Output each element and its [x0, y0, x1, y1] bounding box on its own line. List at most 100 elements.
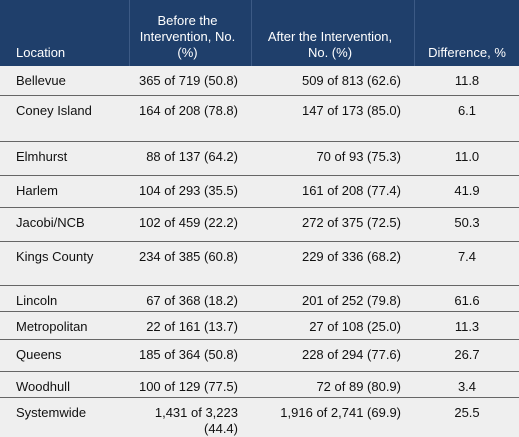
table-cell: Coney Island: [0, 96, 130, 141]
value: 201 of 252 (79.8): [301, 293, 401, 308]
header-row: Location Before the Intervention, No. (%)…: [0, 0, 519, 66]
location: Jacobi/NCB: [16, 215, 85, 230]
table-cell: 164 of 208 (78.8): [130, 96, 252, 141]
table-cell: 509 of 813 (62.6): [252, 66, 415, 95]
table-row: Systemwide 1,431 of 3,223 (44.4) 1,916 of …: [0, 398, 519, 436]
value: 1,916 of 2,741 (69.9): [280, 405, 401, 420]
value: 185 of 364 (50.8): [138, 347, 238, 362]
table-cell: 50.3: [415, 208, 519, 241]
table-cell: 228 of 294 (77.6): [252, 340, 415, 371]
table-cell: 11.8: [415, 66, 519, 95]
value: 25.5: [454, 405, 480, 420]
value: 102 of 459 (22.2): [138, 215, 238, 230]
table-cell: 88 of 137 (64.2): [130, 142, 252, 175]
value: 11.3: [454, 319, 480, 334]
table-cell: 147 of 173 (85.0): [252, 96, 415, 141]
table-cell: Woodhull: [0, 372, 130, 397]
table-row: Bellevue 365 of 719 (50.8) 509 of 813 (62.…: [0, 66, 519, 96]
table-row: Metropolitan 22 of 161 (13.7) 27 of 108 (2…: [0, 312, 519, 340]
header-text: After the Intervention, No. (%): [267, 29, 393, 60]
location: Bellevue: [16, 73, 66, 88]
table-cell: 27 of 108 (25.0): [252, 312, 415, 339]
location: Kings County: [16, 249, 94, 264]
header-text: Location: [16, 45, 66, 60]
table-cell: Elmhurst: [0, 142, 130, 175]
table-row: Kings County 234 of 385 (60.8) 229 of 336 …: [0, 242, 519, 286]
table-cell: Harlem: [0, 176, 130, 207]
table-cell: 161 of 208 (77.4): [252, 176, 415, 207]
table-cell: Kings County: [0, 242, 130, 285]
table-cell: 25.5: [415, 398, 519, 431]
table-cell: 26.7: [415, 340, 519, 371]
header-text: Before the Intervention, No. (%): [139, 13, 236, 60]
header-cell: Before the Intervention, No. (%): [130, 0, 252, 66]
table-row: Harlem 104 of 293 (35.5) 161 of 208 (77.4)…: [0, 176, 519, 208]
value: 234 of 385 (60.8): [138, 249, 238, 264]
table-cell: 11.0: [415, 142, 519, 175]
value: 67 of 368 (18.2): [146, 293, 238, 308]
table-cell: 272 of 375 (72.5): [252, 208, 415, 241]
value: 100 of 129 (77.5): [138, 379, 238, 394]
table-cell: 11.3: [415, 312, 519, 339]
table-row: Jacobi/NCB 102 of 459 (22.2) 272 of 375 (7…: [0, 208, 519, 242]
location: Woodhull: [16, 379, 70, 394]
value: 161 of 208 (77.4): [301, 183, 401, 198]
value: 228 of 294 (77.6): [301, 347, 401, 362]
table-cell: 3.4: [415, 372, 519, 397]
location: Lincoln: [16, 293, 58, 308]
table-cell: 1,431 of 3,223 (44.4): [130, 398, 252, 436]
table-cell: Metropolitan: [0, 312, 130, 339]
header-cell: Difference, %: [415, 0, 519, 66]
table-cell: 1,916 of 2,741 (69.9): [252, 398, 415, 431]
table-cell: Systemwide: [0, 398, 130, 431]
value: 3.4: [457, 379, 477, 394]
location: Elmhurst: [16, 149, 68, 164]
table-cell: 185 of 364 (50.8): [130, 340, 252, 371]
table-cell: 104 of 293 (35.5): [130, 176, 252, 207]
value: 88 of 137 (64.2): [146, 149, 238, 164]
value: 41.9: [454, 183, 480, 198]
value: 27 of 108 (25.0): [309, 319, 401, 334]
table-cell: Jacobi/NCB: [0, 208, 130, 241]
table-cell: 61.6: [415, 286, 519, 311]
header-text: Difference, %: [428, 45, 506, 60]
value: 229 of 336 (68.2): [301, 249, 401, 264]
table-cell: 6.1: [415, 96, 519, 141]
value: 164 of 208 (78.8): [138, 103, 238, 118]
table-cell: 234 of 385 (60.8): [130, 242, 252, 285]
table-cell: 22 of 161 (13.7): [130, 312, 252, 339]
table-cell: 41.9: [415, 176, 519, 207]
value: 70 of 93 (75.3): [316, 149, 401, 164]
value: 147 of 173 (85.0): [301, 103, 401, 118]
location: Coney Island: [16, 103, 92, 118]
table-cell: 365 of 719 (50.8): [130, 66, 252, 95]
value: 7.4: [457, 249, 477, 264]
value: 104 of 293 (35.5): [138, 183, 238, 198]
table-cell: Lincoln: [0, 286, 130, 311]
value: 1,431 of 3,223 (44.4): [154, 405, 238, 436]
location: Harlem: [16, 183, 58, 198]
table-row: Lincoln 67 of 368 (18.2) 201 of 252 (79.8)…: [0, 286, 519, 312]
table-row: Coney Island 164 of 208 (78.8) 147 of 173 …: [0, 96, 519, 142]
value: 11.0: [454, 149, 480, 164]
table-row: Woodhull 100 of 129 (77.5) 72 of 89 (80.9)…: [0, 372, 519, 398]
table-cell: 7.4: [415, 242, 519, 285]
value: 61.6: [454, 293, 480, 308]
value: 509 of 813 (62.6): [301, 73, 401, 88]
table-row: Queens 185 of 364 (50.8) 228 of 294 (77.6)…: [0, 340, 519, 372]
value: 50.3: [454, 215, 480, 230]
table-cell: Queens: [0, 340, 130, 371]
table-cell: 201 of 252 (79.8): [252, 286, 415, 311]
value: 11.8: [454, 73, 480, 88]
value: 72 of 89 (80.9): [316, 379, 401, 394]
value: 6.1: [457, 103, 477, 118]
table-cell: 100 of 129 (77.5): [130, 372, 252, 397]
value: 22 of 161 (13.7): [146, 319, 238, 334]
header-cell: After the Intervention, No. (%): [252, 0, 415, 66]
header-cell: Location: [0, 0, 130, 66]
value: 26.7: [454, 347, 480, 362]
table-cell: Bellevue: [0, 66, 130, 95]
table-cell: 229 of 336 (68.2): [252, 242, 415, 285]
